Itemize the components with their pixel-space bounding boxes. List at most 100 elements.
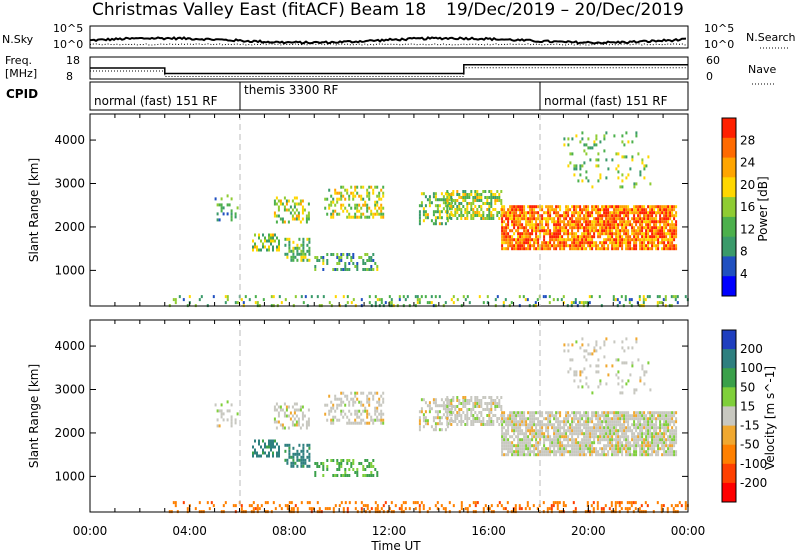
data-cell: [543, 229, 546, 233]
data-cell: [597, 220, 600, 224]
data-cell: [583, 214, 586, 218]
data-cell: [428, 401, 431, 405]
data-cell: [434, 216, 437, 220]
data-cell: [446, 425, 449, 429]
data-cell: [220, 203, 223, 207]
data-cell: [482, 423, 485, 426]
data-cell: [595, 340, 598, 344]
data-cell: [364, 268, 367, 271]
data-cell: [571, 217, 574, 221]
data-cell: [318, 259, 321, 262]
data-cell: [326, 507, 329, 511]
data-cell: [657, 205, 660, 209]
data-cell: [651, 235, 654, 239]
data-cell: [665, 453, 668, 457]
data-cell: [575, 217, 578, 221]
data-cell: [612, 298, 615, 302]
data-cell: [490, 420, 493, 423]
data-cell: [541, 450, 544, 454]
data-cell: [571, 205, 574, 209]
data-cell: [547, 432, 550, 436]
data-cell: [633, 423, 636, 427]
data-cell: [342, 268, 345, 271]
data-cell: [571, 343, 574, 347]
data-cell: [581, 247, 584, 251]
data-cell: [340, 459, 343, 462]
data-cell: [635, 414, 638, 418]
data-cell: [655, 432, 658, 436]
data-cell: [629, 373, 632, 377]
data-cell: [599, 414, 602, 418]
data-cell: [583, 226, 586, 230]
data-cell: [287, 405, 290, 409]
data-cell: [611, 244, 614, 248]
data-cell: [547, 241, 550, 245]
data-cell: [490, 214, 493, 217]
data-cell: [436, 216, 439, 220]
data-cell: [664, 298, 667, 302]
data-cell: [472, 199, 475, 202]
data-cell: [663, 211, 666, 215]
data-cell: [545, 429, 548, 433]
data-cell: [234, 418, 237, 422]
data-cell: [673, 441, 676, 445]
data-cell: [672, 295, 675, 299]
data-cell: [541, 426, 544, 430]
freq-label-1: Freq.: [5, 54, 32, 67]
data-cell: [488, 420, 491, 423]
data-cell: [587, 226, 590, 230]
data-cell: [476, 190, 479, 193]
data-cell: [641, 226, 644, 230]
data-cell: [527, 211, 530, 215]
data-cell: [605, 226, 608, 230]
data-cell: [625, 414, 628, 418]
data-cell: [454, 420, 457, 423]
data-cell: [440, 192, 443, 196]
data-cell: [279, 423, 282, 427]
data-cell: [645, 450, 648, 454]
data-cell: [581, 432, 584, 436]
data-cell: [629, 241, 632, 245]
data-cell: [198, 298, 201, 302]
data-cell: [605, 364, 608, 368]
data-cell: [637, 220, 640, 224]
data-cell: [675, 426, 678, 430]
data-cell: [296, 243, 299, 247]
data-cell: [517, 244, 520, 248]
data-cell: [356, 262, 359, 265]
data-cell: [593, 229, 596, 233]
data-cell: [292, 249, 295, 253]
data-cell: [647, 211, 650, 215]
data-cell: [458, 402, 461, 405]
data-cell: [559, 232, 562, 236]
data-cell: [268, 248, 270, 252]
data-cell: [509, 208, 512, 212]
data-cell: [590, 504, 593, 508]
data-cell: [380, 206, 383, 210]
data-cell: [511, 214, 514, 218]
data-cell: [372, 397, 375, 401]
data-cell: [260, 248, 262, 252]
data-cell: [529, 423, 532, 427]
data-cell: [352, 403, 355, 407]
data-cell: [304, 295, 307, 299]
data-cell: [609, 432, 612, 436]
data-cell: [571, 220, 574, 224]
data-cell: [591, 238, 594, 242]
data-cell: [599, 208, 602, 212]
data-cell: [466, 411, 469, 414]
data-cell: [661, 453, 664, 457]
data-cell: [535, 205, 538, 209]
data-cell: [549, 453, 552, 457]
data-cell: [307, 408, 310, 412]
data-cell: [607, 238, 610, 242]
data-cell: [659, 223, 662, 227]
data-cell: [278, 504, 281, 508]
data-cell: [581, 417, 584, 421]
data-cell: [517, 429, 520, 433]
data-cell: [593, 426, 596, 430]
data-cell: [597, 229, 600, 233]
data-cell: [555, 450, 558, 454]
data-cell: [629, 211, 632, 215]
data-cell: [573, 241, 576, 245]
